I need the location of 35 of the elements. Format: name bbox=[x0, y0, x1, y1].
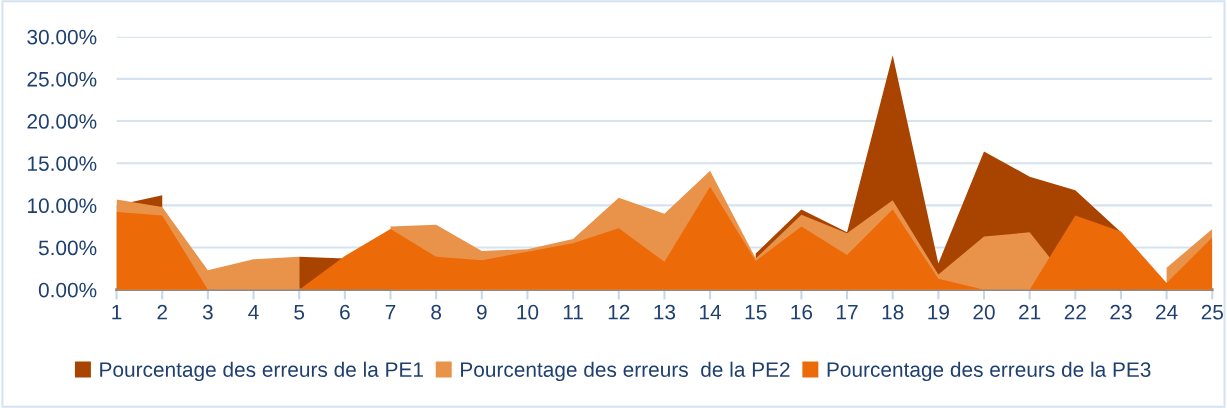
x-tick-label: 21 bbox=[1019, 304, 1041, 320]
x-tick-label: 2 bbox=[157, 304, 167, 320]
legend-label: Pourcentage des erreurs de la PE1 bbox=[100, 361, 423, 382]
x-tick-label: 14 bbox=[700, 305, 722, 320]
x-tick-label: 4 bbox=[248, 305, 259, 320]
y-tick-label: 10.00% bbox=[28, 198, 97, 214]
x-tick-label: 6 bbox=[340, 304, 350, 320]
y-tick-label: 15.00% bbox=[28, 156, 97, 171]
x-tick-label: 9 bbox=[476, 304, 487, 320]
x-tick-label: 25 bbox=[1201, 304, 1223, 320]
x-tick-label: 22 bbox=[1064, 304, 1086, 320]
y-tick-label: 30.00% bbox=[27, 29, 97, 45]
x-tick-label: 8 bbox=[431, 304, 442, 320]
x-tick-label: 1 bbox=[112, 305, 122, 320]
x-tick-label: 15 bbox=[745, 305, 767, 320]
y-tick-label: 5.00% bbox=[38, 240, 97, 256]
x-tick-label: 18 bbox=[882, 304, 904, 320]
x-tick-label: 20 bbox=[973, 304, 995, 320]
x-tick-label: 11 bbox=[563, 305, 583, 320]
x-tick-label: 13 bbox=[654, 304, 676, 320]
y-tick-label: 20.00% bbox=[27, 114, 97, 129]
x-tick-label: 16 bbox=[791, 304, 813, 320]
legend-label: Pourcentage des erreurs de la PE3 bbox=[827, 361, 1151, 382]
legend-label: Pourcentage des erreurs de la PE2 bbox=[461, 361, 790, 382]
x-tick-label: 3 bbox=[202, 304, 213, 320]
y-tick-label: 25.00% bbox=[27, 71, 97, 87]
x-tick-label: 17 bbox=[837, 305, 858, 320]
x-tick-label: 12 bbox=[608, 304, 630, 320]
y-tick-label: 0.00% bbox=[38, 282, 97, 298]
x-tick-label: 7 bbox=[385, 305, 396, 320]
x-tick-label: 10 bbox=[517, 304, 539, 320]
x-tick-label: 24 bbox=[1156, 304, 1178, 320]
x-tick-label: 5 bbox=[294, 305, 305, 320]
x-tick-label: 19 bbox=[928, 304, 949, 320]
x-tick-label: 23 bbox=[1110, 304, 1132, 320]
